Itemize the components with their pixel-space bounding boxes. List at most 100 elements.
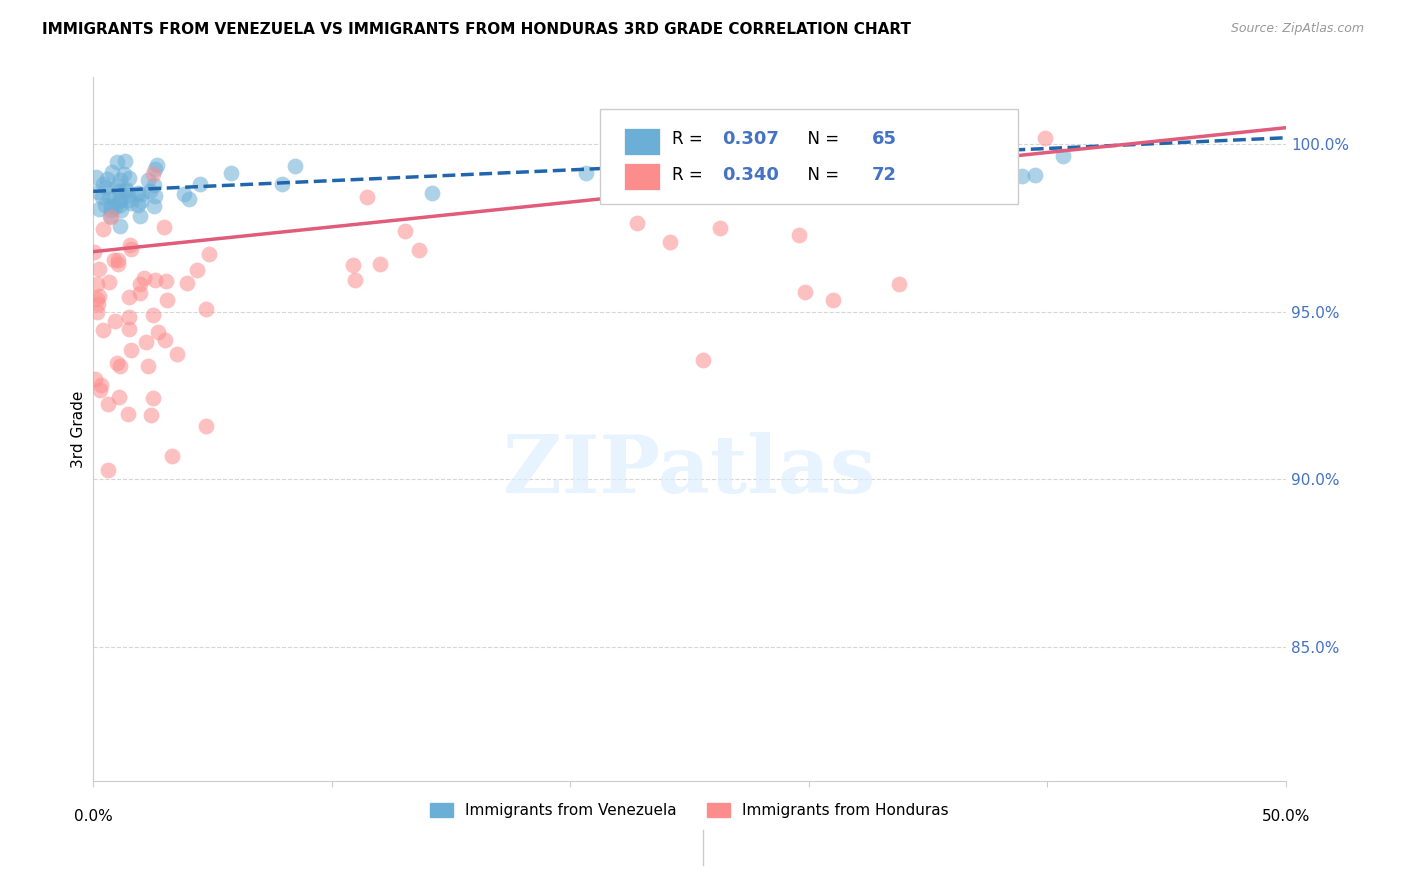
Point bbox=[422, 186, 444, 200]
Point bbox=[176, 276, 198, 290]
Point bbox=[94, 180, 117, 194]
Y-axis label: 3rd Grade: 3rd Grade bbox=[72, 391, 86, 468]
Point bbox=[142, 168, 165, 182]
Text: 50.0%: 50.0% bbox=[1261, 809, 1310, 824]
Point bbox=[118, 193, 141, 207]
Point bbox=[173, 186, 195, 201]
Point bbox=[107, 257, 129, 271]
FancyBboxPatch shape bbox=[600, 109, 1018, 204]
Point bbox=[98, 190, 121, 204]
Point bbox=[108, 185, 131, 199]
Text: 0.307: 0.307 bbox=[721, 130, 779, 148]
Point bbox=[1011, 169, 1033, 184]
Point bbox=[110, 359, 132, 374]
Point bbox=[186, 263, 208, 277]
Point bbox=[342, 258, 364, 272]
Point bbox=[103, 190, 125, 204]
Point bbox=[141, 408, 163, 422]
Point bbox=[100, 210, 122, 224]
Point bbox=[669, 145, 692, 159]
Point bbox=[118, 290, 141, 304]
Point bbox=[148, 325, 170, 339]
Text: 72: 72 bbox=[872, 166, 897, 184]
Point bbox=[97, 396, 120, 410]
Point bbox=[96, 172, 118, 186]
Point bbox=[136, 172, 159, 186]
Point bbox=[87, 297, 110, 311]
Point bbox=[853, 149, 876, 163]
Point bbox=[659, 235, 682, 250]
Point bbox=[143, 161, 166, 176]
Point bbox=[160, 449, 183, 463]
Point bbox=[108, 172, 131, 186]
Point bbox=[118, 238, 141, 252]
Text: ZIPatlas: ZIPatlas bbox=[503, 433, 876, 510]
Point bbox=[104, 314, 127, 328]
Point bbox=[87, 185, 110, 199]
Point bbox=[1052, 148, 1074, 162]
Text: 65: 65 bbox=[872, 130, 897, 148]
Point bbox=[120, 195, 142, 210]
Point bbox=[270, 177, 292, 191]
Legend: Immigrants from Venezuela, Immigrants from Honduras: Immigrants from Venezuela, Immigrants fr… bbox=[425, 797, 955, 824]
Point bbox=[166, 347, 188, 361]
Point bbox=[879, 161, 901, 176]
Point bbox=[91, 177, 114, 191]
Point bbox=[153, 333, 176, 347]
Point bbox=[91, 323, 114, 337]
Point bbox=[134, 271, 156, 285]
Point bbox=[83, 244, 105, 259]
Point bbox=[100, 199, 122, 213]
Point bbox=[87, 262, 110, 277]
Point bbox=[146, 158, 169, 172]
Point bbox=[107, 194, 129, 208]
Point bbox=[197, 247, 219, 261]
Point bbox=[101, 165, 124, 179]
Point bbox=[890, 169, 912, 184]
Point bbox=[97, 463, 120, 477]
Point bbox=[94, 198, 117, 212]
Point bbox=[114, 168, 136, 182]
Point bbox=[108, 198, 131, 212]
Point bbox=[142, 308, 165, 322]
Bar bbox=[624, 128, 659, 155]
Point bbox=[343, 273, 366, 287]
Point bbox=[1033, 131, 1056, 145]
Point bbox=[626, 216, 648, 230]
Point bbox=[107, 178, 129, 193]
Point bbox=[110, 219, 132, 233]
Text: N =: N = bbox=[797, 166, 844, 184]
Point bbox=[219, 166, 242, 180]
Point bbox=[824, 147, 846, 161]
Point bbox=[117, 188, 139, 202]
Point bbox=[91, 190, 114, 204]
Point bbox=[139, 184, 162, 198]
Point bbox=[145, 272, 167, 286]
Point bbox=[129, 194, 152, 209]
Point bbox=[731, 131, 754, 145]
Bar bbox=[624, 163, 659, 190]
Point bbox=[145, 189, 167, 203]
Point bbox=[87, 289, 110, 303]
Point bbox=[117, 407, 139, 421]
Point bbox=[394, 224, 416, 238]
Point bbox=[793, 285, 815, 299]
Point bbox=[143, 178, 166, 192]
Point bbox=[100, 202, 122, 217]
Point bbox=[179, 192, 201, 206]
Point bbox=[129, 187, 152, 202]
Point bbox=[120, 343, 142, 358]
Point bbox=[84, 372, 107, 386]
Point bbox=[97, 275, 120, 289]
Point bbox=[129, 286, 152, 301]
Point bbox=[86, 305, 108, 319]
Point bbox=[606, 149, 628, 163]
Point bbox=[98, 209, 121, 223]
Point bbox=[128, 210, 150, 224]
Point bbox=[89, 383, 111, 397]
Text: Source: ZipAtlas.com: Source: ZipAtlas.com bbox=[1230, 22, 1364, 36]
Point bbox=[135, 335, 157, 350]
Point bbox=[118, 310, 141, 324]
Point bbox=[884, 181, 907, 195]
Point bbox=[127, 198, 149, 212]
